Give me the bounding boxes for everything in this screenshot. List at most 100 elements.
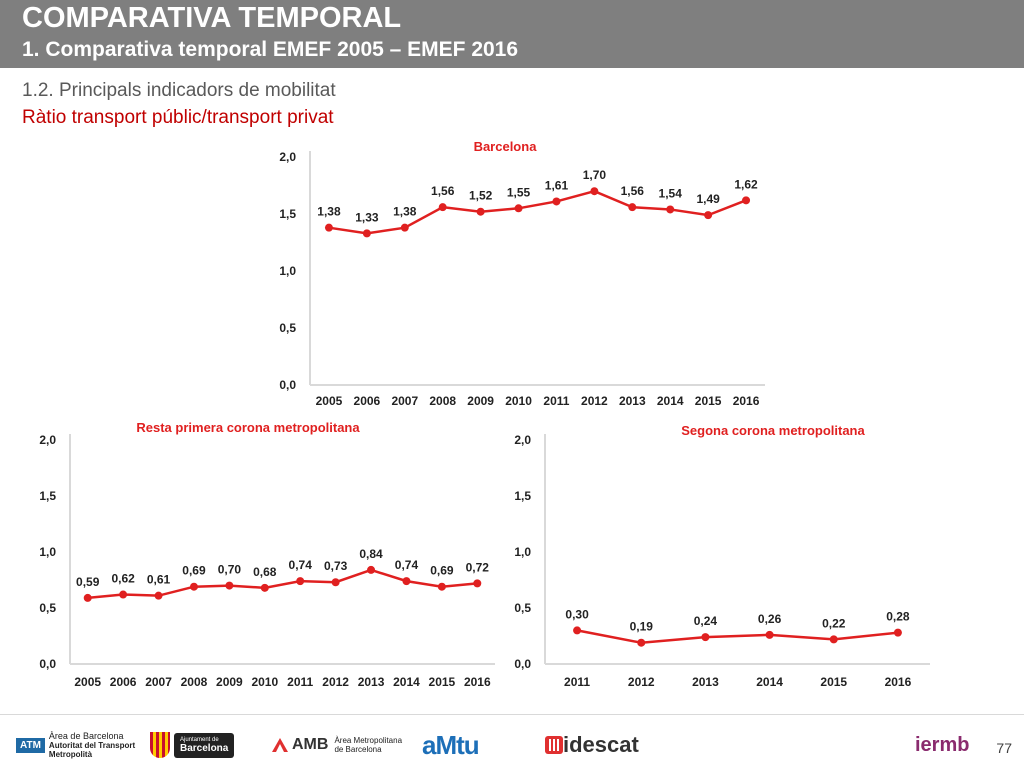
data-label: 0,30 <box>565 607 589 621</box>
data-label: 1,38 <box>317 205 341 219</box>
data-point <box>119 590 128 599</box>
y-tick-label: 0,5 <box>39 601 56 615</box>
data-label: 0,74 <box>289 558 313 572</box>
y-tick-label: 0,0 <box>279 378 296 392</box>
atm-logo: ATM Àrea de Barcelona Autoritat del Tran… <box>16 728 135 762</box>
atm-logo-mark: ATM <box>16 737 45 753</box>
data-point <box>701 633 710 642</box>
idescat-logo: idescat <box>545 728 639 762</box>
page-number: 77 <box>996 740 1012 756</box>
data-label: 0,74 <box>395 558 419 572</box>
data-label: 1,55 <box>507 185 531 199</box>
x-tick-label: 2009 <box>467 394 494 408</box>
x-tick-label: 2008 <box>181 675 208 689</box>
data-label: 0,84 <box>359 547 383 561</box>
amtu-logo: aMtu <box>422 728 480 762</box>
page-subtitle: 1. Comparativa temporal EMEF 2005 – EMEF… <box>22 38 519 61</box>
data-label: 0,59 <box>76 575 100 589</box>
y-tick-label: 0,5 <box>279 321 296 335</box>
data-label: 1,38 <box>393 205 417 219</box>
x-tick-label: 2012 <box>322 675 349 689</box>
data-point <box>514 204 523 213</box>
x-tick-label: 2006 <box>354 394 381 408</box>
ajuntament-logo: Ajuntament de Barcelona <box>150 728 235 762</box>
x-tick-label: 2010 <box>251 675 278 689</box>
iermb-logo-label: iermb <box>915 733 970 756</box>
data-point <box>331 578 340 587</box>
chart-title: Barcelona <box>474 139 538 154</box>
data-label: 0,69 <box>430 564 454 578</box>
x-tick-label: 2013 <box>692 675 719 689</box>
data-label: 1,62 <box>734 177 758 191</box>
section-subheading: Ràtio transport públic/transport privat <box>22 107 334 128</box>
y-tick-label: 2,0 <box>279 150 296 164</box>
data-point <box>437 582 446 591</box>
data-point <box>742 196 751 205</box>
y-tick-label: 1,0 <box>279 264 296 278</box>
data-point <box>893 628 902 637</box>
y-tick-label: 0,0 <box>39 657 56 671</box>
x-tick-label: 2006 <box>110 675 137 689</box>
data-label: 0,62 <box>111 572 135 586</box>
data-label: 0,22 <box>822 616 846 630</box>
y-tick-label: 1,0 <box>39 545 56 559</box>
data-point <box>590 187 599 196</box>
data-point <box>260 583 269 592</box>
x-tick-label: 2015 <box>820 675 847 689</box>
data-point <box>573 626 582 635</box>
y-tick-label: 0,0 <box>514 657 531 671</box>
data-point <box>225 581 234 590</box>
y-tick-label: 1,5 <box>39 489 56 503</box>
page-title: COMPARATIVA TEMPORAL <box>22 2 402 34</box>
data-point <box>666 205 675 214</box>
data-point <box>83 593 92 602</box>
data-label: 1,70 <box>583 168 607 182</box>
data-label: 1,56 <box>621 184 645 198</box>
data-point <box>473 579 482 588</box>
data-label: 0,68 <box>253 565 277 579</box>
x-tick-label: 2011 <box>287 675 313 689</box>
x-tick-label: 2007 <box>391 394 418 408</box>
data-point <box>765 630 774 639</box>
x-tick-label: 2005 <box>74 675 101 689</box>
data-label: 0,24 <box>694 614 718 628</box>
data-point <box>628 203 637 212</box>
data-label: 0,73 <box>324 559 348 573</box>
data-point <box>438 203 447 212</box>
data-label: 0,28 <box>886 610 910 624</box>
amb-logo-text: Àrea Metropolitana de Barcelona <box>334 736 403 754</box>
x-tick-label: 2015 <box>429 675 456 689</box>
x-tick-label: 2016 <box>733 394 760 408</box>
data-label: 1,49 <box>696 192 720 206</box>
data-label: 0,72 <box>466 560 490 574</box>
amtu-logo-label: aMtu <box>422 729 480 760</box>
x-tick-label: 2012 <box>628 675 655 689</box>
data-label: 0,19 <box>630 620 654 634</box>
series-line <box>87 568 478 600</box>
x-tick-label: 2013 <box>358 675 385 689</box>
x-tick-label: 2015 <box>695 394 722 408</box>
x-tick-label: 2011 <box>543 394 569 408</box>
x-tick-label: 2009 <box>216 675 243 689</box>
chart-title: Resta primera corona metropolitana <box>136 420 360 435</box>
header-bar: COMPARATIVA TEMPORAL 1. Comparativa temp… <box>0 0 1024 68</box>
x-tick-label: 2011 <box>564 675 590 689</box>
x-tick-label: 2013 <box>619 394 646 408</box>
x-tick-label: 2014 <box>393 675 420 689</box>
chart-title: Segona corona metropolitana <box>681 423 865 438</box>
chart-barcelona: Barcelona 0,0 0,5 1,0 1,5 2,0 2005 2006 2007 2008… <box>279 139 765 408</box>
amb-logo-label: AMB <box>292 736 329 753</box>
iermb-logo: iermb <box>915 728 969 762</box>
section-heading: 1.2. Principals indicadors de mobilitat <box>22 80 336 101</box>
data-point <box>476 207 485 216</box>
data-label: 0,26 <box>758 612 782 626</box>
data-point <box>552 197 561 206</box>
data-point <box>400 223 409 232</box>
data-label: 1,52 <box>469 189 493 203</box>
series-line <box>328 189 747 235</box>
data-point <box>829 635 838 644</box>
shield-icon <box>150 732 170 758</box>
ajuntament-logo-text: Ajuntament de Barcelona <box>174 732 235 758</box>
y-tick-label: 2,0 <box>39 433 56 447</box>
data-label: 1,54 <box>659 186 683 200</box>
